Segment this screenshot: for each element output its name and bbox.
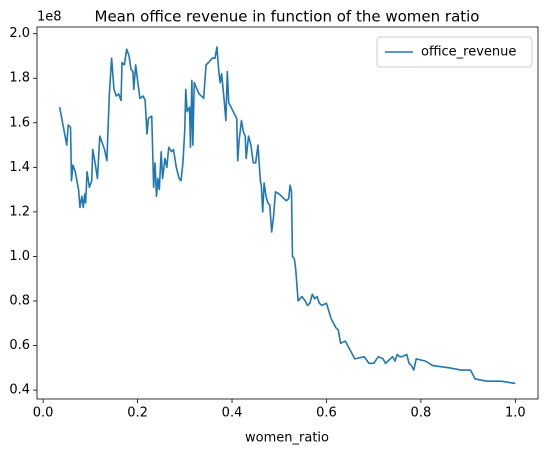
x-tick-label: 0.8: [411, 406, 432, 421]
plot-frame: [36, 26, 539, 400]
y-offset-label: 1e8: [37, 10, 62, 25]
legend-box: [376, 36, 533, 68]
y-tick-label: 1.4: [9, 160, 30, 175]
x-tick-label: 0.6: [316, 406, 337, 421]
y-tick-label: 0.4: [9, 383, 30, 398]
y-tick-label: 1.0: [9, 249, 30, 264]
x-tick-label: 0.0: [33, 406, 54, 421]
y-tick-label: 1.6: [9, 115, 30, 130]
legend-label: office_revenue: [421, 45, 516, 60]
y-tick-label: 1.2: [9, 204, 30, 219]
x-tick-label: 1.0: [505, 406, 526, 421]
y-tick-label: 0.8: [9, 293, 30, 308]
y-tick-label: 0.6: [9, 338, 30, 353]
y-tick-label: 1.8: [9, 71, 30, 86]
chart-title: Mean office revenue in function of the w…: [95, 8, 480, 26]
y-tick-label: 2.0: [9, 26, 30, 41]
x-tick-label: 0.4: [222, 406, 243, 421]
x-tick-label: 0.2: [127, 406, 148, 421]
series-line: [58, 46, 516, 385]
x-axis-label: women_ratio: [245, 431, 329, 446]
